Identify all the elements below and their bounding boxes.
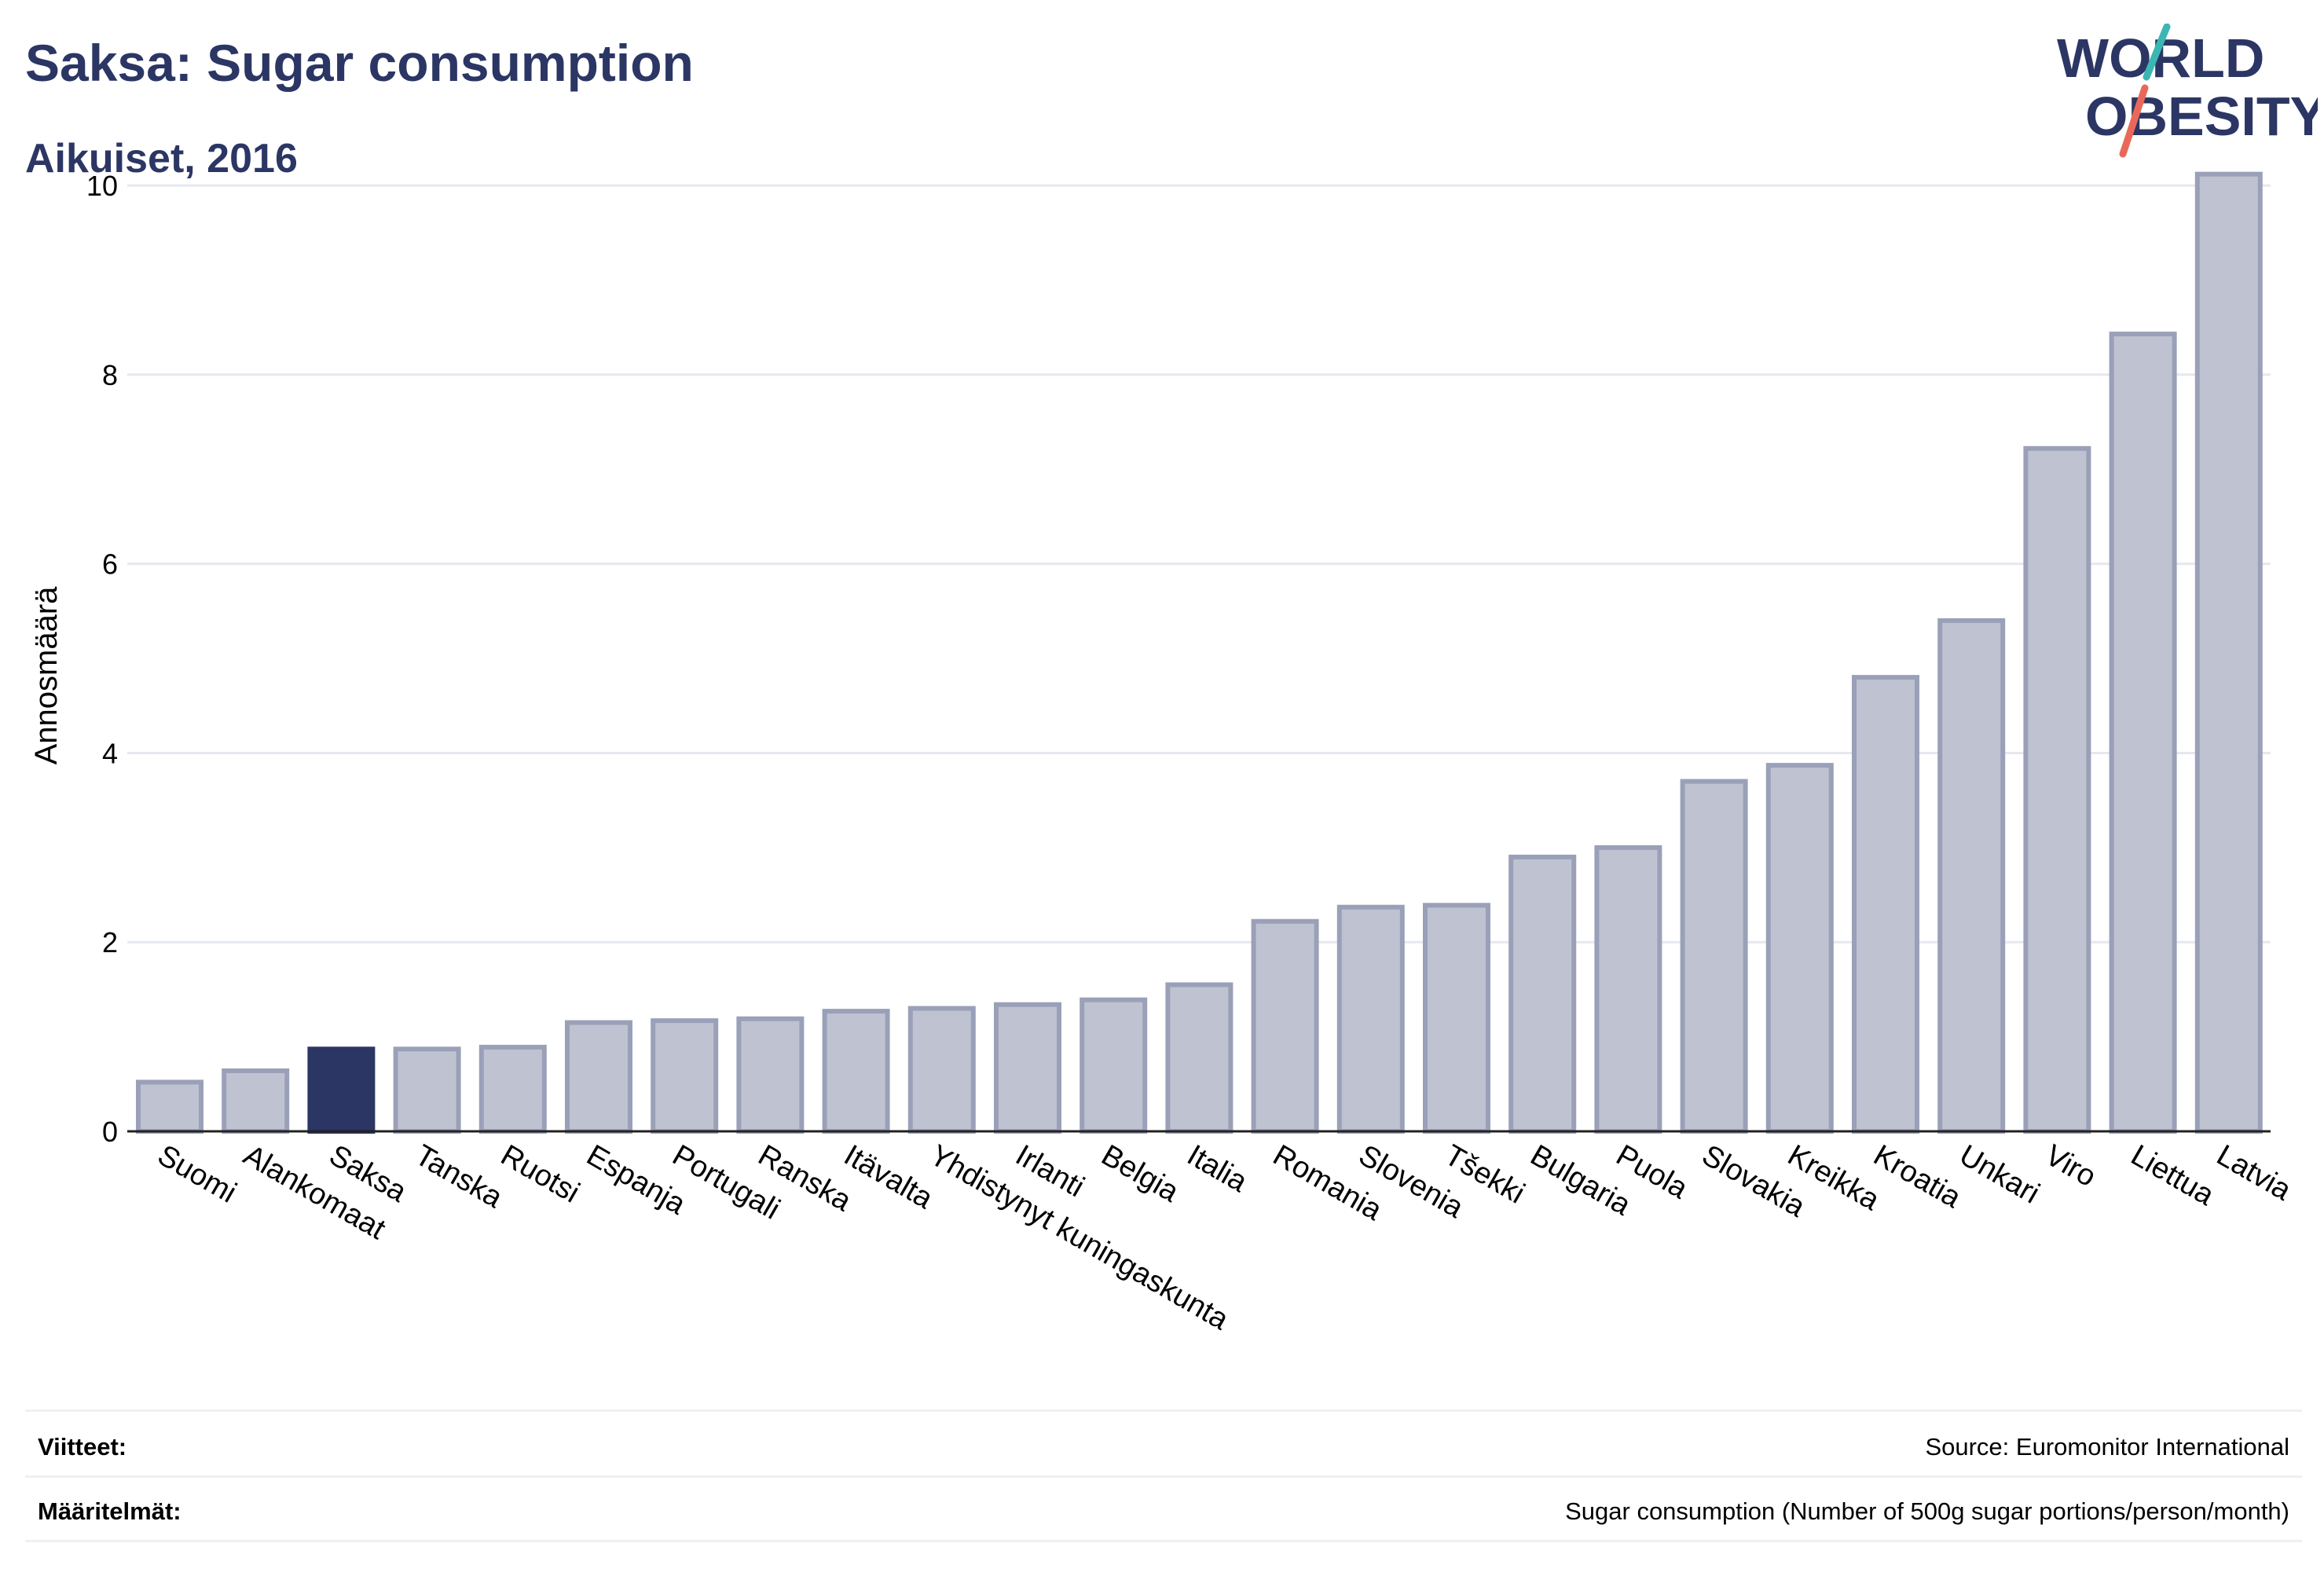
bar <box>393 1046 461 1134</box>
bar <box>2109 332 2177 1134</box>
y-tick-labels: 0 2 4 6 8 10 <box>86 170 118 1148</box>
footer-divider-bottom <box>25 1540 2302 1542</box>
bar <box>907 1006 976 1134</box>
bar <box>651 1018 719 1134</box>
bar <box>1508 854 1577 1134</box>
world-obesity-logo: WORLD OBESITY <box>2057 24 2318 158</box>
bar <box>2023 445 2091 1134</box>
bar <box>1336 904 1405 1134</box>
bar <box>1765 763 1834 1134</box>
bar-highlighted <box>307 1046 376 1134</box>
bar <box>1251 918 1319 1134</box>
x-tick-label: Itävalta <box>838 1138 939 1215</box>
bar <box>736 1016 805 1134</box>
bar <box>1594 845 1662 1134</box>
bar <box>822 1009 890 1134</box>
bar <box>565 1020 632 1134</box>
x-tick-label: Espanja <box>581 1138 692 1221</box>
y-tick-label: 2 <box>102 926 118 958</box>
bar <box>1680 779 1748 1134</box>
y-tick-label: 4 <box>102 737 118 769</box>
bar <box>1423 903 1490 1134</box>
bar <box>222 1068 290 1134</box>
bar-chart: 0 2 4 6 8 10 SuomiAlankomaatSaksaTanskaRuotsi… <box>29 170 2297 1337</box>
y-tick-label: 0 <box>102 1116 118 1148</box>
x-tick-label: Liettua <box>2125 1138 2220 1212</box>
bar <box>478 1044 547 1134</box>
bars <box>136 171 2263 1134</box>
chart-subtitle: Aikuiset, 2016 <box>25 136 298 181</box>
x-tick-label: Tanska <box>409 1138 508 1215</box>
bar <box>136 1079 203 1134</box>
definitions-value: Sugar consumption (Number of 500g sugar … <box>1565 1497 2289 1525</box>
y-tick-label: 8 <box>102 359 118 391</box>
x-tick-label: Viro <box>2040 1138 2102 1193</box>
x-tick-label: Ruotsi <box>495 1138 585 1209</box>
x-tick-label: Italia <box>1182 1138 1253 1199</box>
references-value: Source: Euromonitor International <box>1925 1433 2289 1461</box>
logo-slash-teal <box>2143 24 2171 81</box>
y-tick-label: 10 <box>86 170 118 202</box>
bar <box>1165 982 1233 1134</box>
y-tick-label: 6 <box>102 548 118 581</box>
x-tick-label: Kroatia <box>1868 1138 1967 1215</box>
footer-divider-top <box>25 1409 2302 1412</box>
bar <box>1852 675 1919 1134</box>
logo-slash-coral <box>2119 84 2149 158</box>
bar <box>2194 171 2263 1134</box>
chart-title: Saksa: Sugar consumption <box>25 34 694 92</box>
footer-divider-middle <box>25 1475 2302 1478</box>
x-tick-label: Unkari <box>1954 1138 2045 1210</box>
definitions-label: Määritelmät: <box>38 1497 181 1525</box>
references-label: Viitteet: <box>38 1433 127 1461</box>
x-tick-label: Belgia <box>1096 1138 1185 1209</box>
x-tick-label: Suomi <box>152 1138 242 1209</box>
bar <box>1080 997 1148 1134</box>
bar <box>994 1002 1061 1134</box>
logo-text-obesity: OBESITY <box>2085 86 2318 147</box>
x-tick-label: Latvia <box>2211 1138 2297 1208</box>
y-axis-label: Annosmäärä <box>29 586 64 765</box>
x-tick-labels: SuomiAlankomaatSaksaTanskaRuotsiEspanjaP… <box>152 1138 2297 1336</box>
bar <box>1937 618 2006 1134</box>
